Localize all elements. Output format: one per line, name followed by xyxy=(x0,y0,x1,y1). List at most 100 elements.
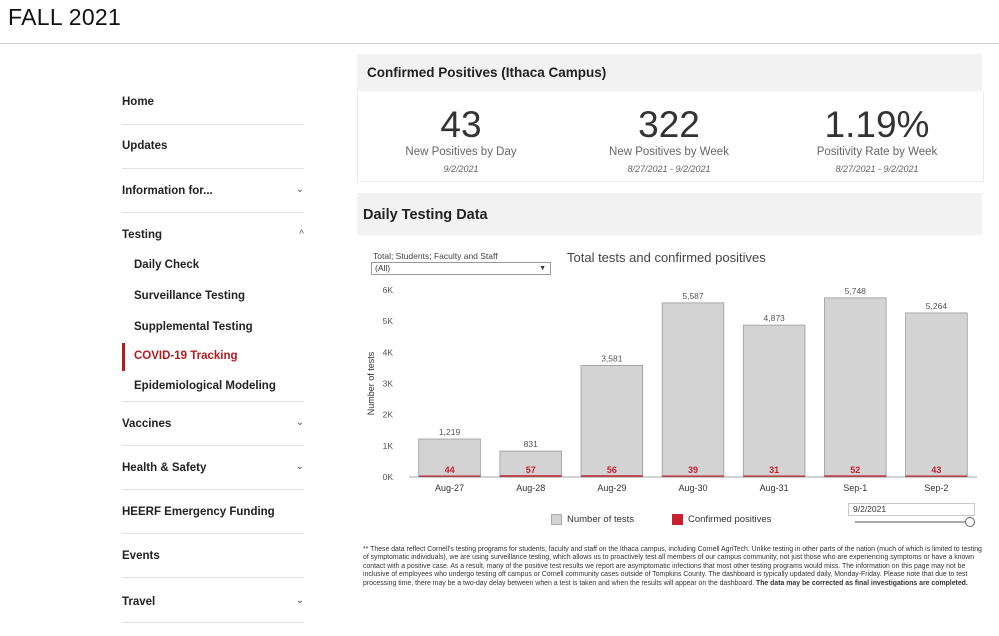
kpi-date: 8/27/2021 - 9/2/2021 xyxy=(627,164,711,174)
sidebar-item-label: HEERF Emergency Funding xyxy=(122,506,275,518)
data-label-tests: 5,748 xyxy=(845,286,867,296)
kpi-positivity-rate-week: 1.19% Positivity Rate by Week 8/27/2021 … xyxy=(777,104,977,175)
bar-tests xyxy=(742,324,806,478)
y-tick-label: 4K xyxy=(383,347,394,357)
bar-tests xyxy=(824,297,887,478)
data-label-positives: 31 xyxy=(769,465,779,475)
bar-positives xyxy=(824,475,887,477)
positives-kpi-panel: 43 New Positives by Day 9/2/2021 322 New… xyxy=(357,91,984,182)
sidebar-subitem-daily-check[interactable]: Daily Check xyxy=(134,259,200,271)
sidebar-nav: Home Updates Information for... ⌄ Testin… xyxy=(122,80,304,623)
data-label-tests: 4,873 xyxy=(764,313,786,323)
sidebar-item-label: Health & Safety xyxy=(122,462,207,474)
kpi-date: 9/2/2021 xyxy=(443,164,479,174)
bar-positives xyxy=(581,475,643,477)
data-label-positives: 56 xyxy=(607,465,617,475)
date-filter-input[interactable]: 9/2/2021 xyxy=(848,503,975,516)
legend-label: Number of tests xyxy=(567,514,635,525)
legend-item-tests[interactable]: Number of tests xyxy=(551,514,634,525)
y-tick-label: 6K xyxy=(383,285,394,295)
chevron-down-icon[interactable]: ⌄ xyxy=(295,184,304,195)
sidebar-item-label: Home xyxy=(122,96,154,108)
kpi-label: Positivity Rate by Week xyxy=(816,146,938,158)
sidebar-item-events[interactable]: Events xyxy=(122,534,304,578)
sidebar-subitem-surveillance-testing[interactable]: Surveillance Testing xyxy=(134,290,245,302)
daily-testing-chart: Number of tests 0K 1K 2K 3K 4K 5K 6K 1,219 44 Aug-… xyxy=(366,285,977,493)
sidebar-item-testing[interactable]: Testing ^ Daily Check Surveillance Testi… xyxy=(122,213,304,402)
filter-label: Total; Students; Faculty and Staff xyxy=(373,251,498,261)
sidebar-item-label: Events xyxy=(122,550,160,562)
page-title: FALL 2021 xyxy=(8,4,122,30)
bar-tests xyxy=(580,364,644,478)
sidebar-item-label: Travel xyxy=(122,596,156,608)
data-label-tests: 5,264 xyxy=(926,301,948,311)
sidebar-subitem-epidemiological-modeling[interactable]: Epidemiological Modeling xyxy=(134,380,276,392)
data-label-positives: 39 xyxy=(688,465,698,475)
data-label-tests: 5,587 xyxy=(682,291,704,301)
sidebar-item-health-safety[interactable]: Health & Safety ⌄ xyxy=(122,446,304,490)
sidebar-item-vaccines[interactable]: Vaccines ⌄ xyxy=(122,402,304,446)
filter-selected-value: (All) xyxy=(375,263,391,273)
footnote: ** These data reflect Cornell's testing … xyxy=(363,546,983,588)
legend-item-positives[interactable]: Confirmed positives xyxy=(672,514,771,525)
sidebar-item-home[interactable]: Home xyxy=(122,80,304,125)
bar-tests xyxy=(905,312,968,478)
bar-positives xyxy=(905,475,968,477)
data-label-tests: 1,219 xyxy=(439,427,461,437)
x-tick-label: Aug-28 xyxy=(516,483,545,493)
bar-tests xyxy=(499,450,562,478)
sidebar-item-travel[interactable]: Travel ⌄ xyxy=(122,578,304,623)
x-tick-label: Aug-27 xyxy=(435,483,464,493)
daily-testing-header: Daily Testing Data xyxy=(357,193,982,235)
chevron-up-icon[interactable]: ^ xyxy=(299,229,304,240)
data-label-positives: 52 xyxy=(850,465,860,475)
x-tick-label: Aug-31 xyxy=(760,483,789,493)
chevron-down-icon[interactable]: ⌄ xyxy=(295,461,304,472)
sidebar-subitem-covid-19-tracking[interactable]: COVID-19 Tracking xyxy=(122,343,304,380)
positives-header: Confirmed Positives (Ithaca Campus) xyxy=(357,54,982,91)
chevron-down-icon[interactable]: ⌄ xyxy=(295,417,304,428)
bar-tests xyxy=(418,438,481,478)
legend-label: Confirmed positives xyxy=(688,514,772,525)
sidebar-item-label: Vaccines xyxy=(122,418,172,430)
y-axis-title: Number of tests xyxy=(366,351,376,415)
data-label-positives: 44 xyxy=(445,465,455,475)
chevron-down-icon[interactable]: ⌄ xyxy=(295,595,304,606)
y-tick-label: 5K xyxy=(383,316,394,326)
x-tick-label: Sep-1 xyxy=(843,483,867,493)
date-slider-track[interactable] xyxy=(855,521,969,523)
header-divider xyxy=(0,43,999,44)
sidebar-item-heerf-emergency-funding[interactable]: HEERF Emergency Funding xyxy=(122,490,304,534)
data-label-positives: 43 xyxy=(931,465,941,475)
y-tick-label: 3K xyxy=(383,379,394,389)
sidebar-item-information-for[interactable]: Information for... ⌄ xyxy=(122,169,304,213)
kpi-value: 1.19% xyxy=(824,104,930,145)
x-tick-label: Aug-30 xyxy=(678,483,707,493)
bar-positives xyxy=(418,475,481,477)
kpi-new-positives-day: 43 New Positives by Day 9/2/2021 xyxy=(361,104,561,175)
kpi-label: New Positives by Day xyxy=(405,146,517,158)
y-tick-label: 2K xyxy=(383,410,394,420)
y-tick-label: 0K xyxy=(383,472,394,482)
sidebar-item-label: Information for... xyxy=(122,185,213,197)
bar-positives xyxy=(743,475,805,477)
kpi-value: 322 xyxy=(638,104,700,145)
bar-tests xyxy=(661,302,725,478)
bar-positives xyxy=(499,475,562,477)
sidebar-item-updates[interactable]: Updates xyxy=(122,125,304,169)
sidebar-item-label: Updates xyxy=(122,140,168,152)
x-tick-label: Sep-2 xyxy=(924,483,948,493)
x-tick-label: Aug-29 xyxy=(597,483,626,493)
kpi-value: 43 xyxy=(440,104,482,145)
kpi-new-positives-week: 322 New Positives by Week 8/27/2021 - 9/… xyxy=(569,104,769,175)
dropdown-arrow-icon: ▼ xyxy=(539,265,546,272)
footnote-bold: The data may be corrected as final inves… xyxy=(756,579,968,587)
legend-swatch-positives xyxy=(672,514,683,525)
sidebar-item-label: Testing xyxy=(122,229,163,241)
footnote-text: ** These data reflect Cornell's testing … xyxy=(363,546,982,587)
sidebar-subitem-supplemental-testing[interactable]: Supplemental Testing xyxy=(134,321,253,333)
population-filter-select[interactable]: (All) ▼ xyxy=(371,262,551,275)
legend-swatch-tests xyxy=(551,514,562,525)
date-slider-handle[interactable] xyxy=(965,517,975,527)
y-tick-label: 1K xyxy=(383,441,394,451)
